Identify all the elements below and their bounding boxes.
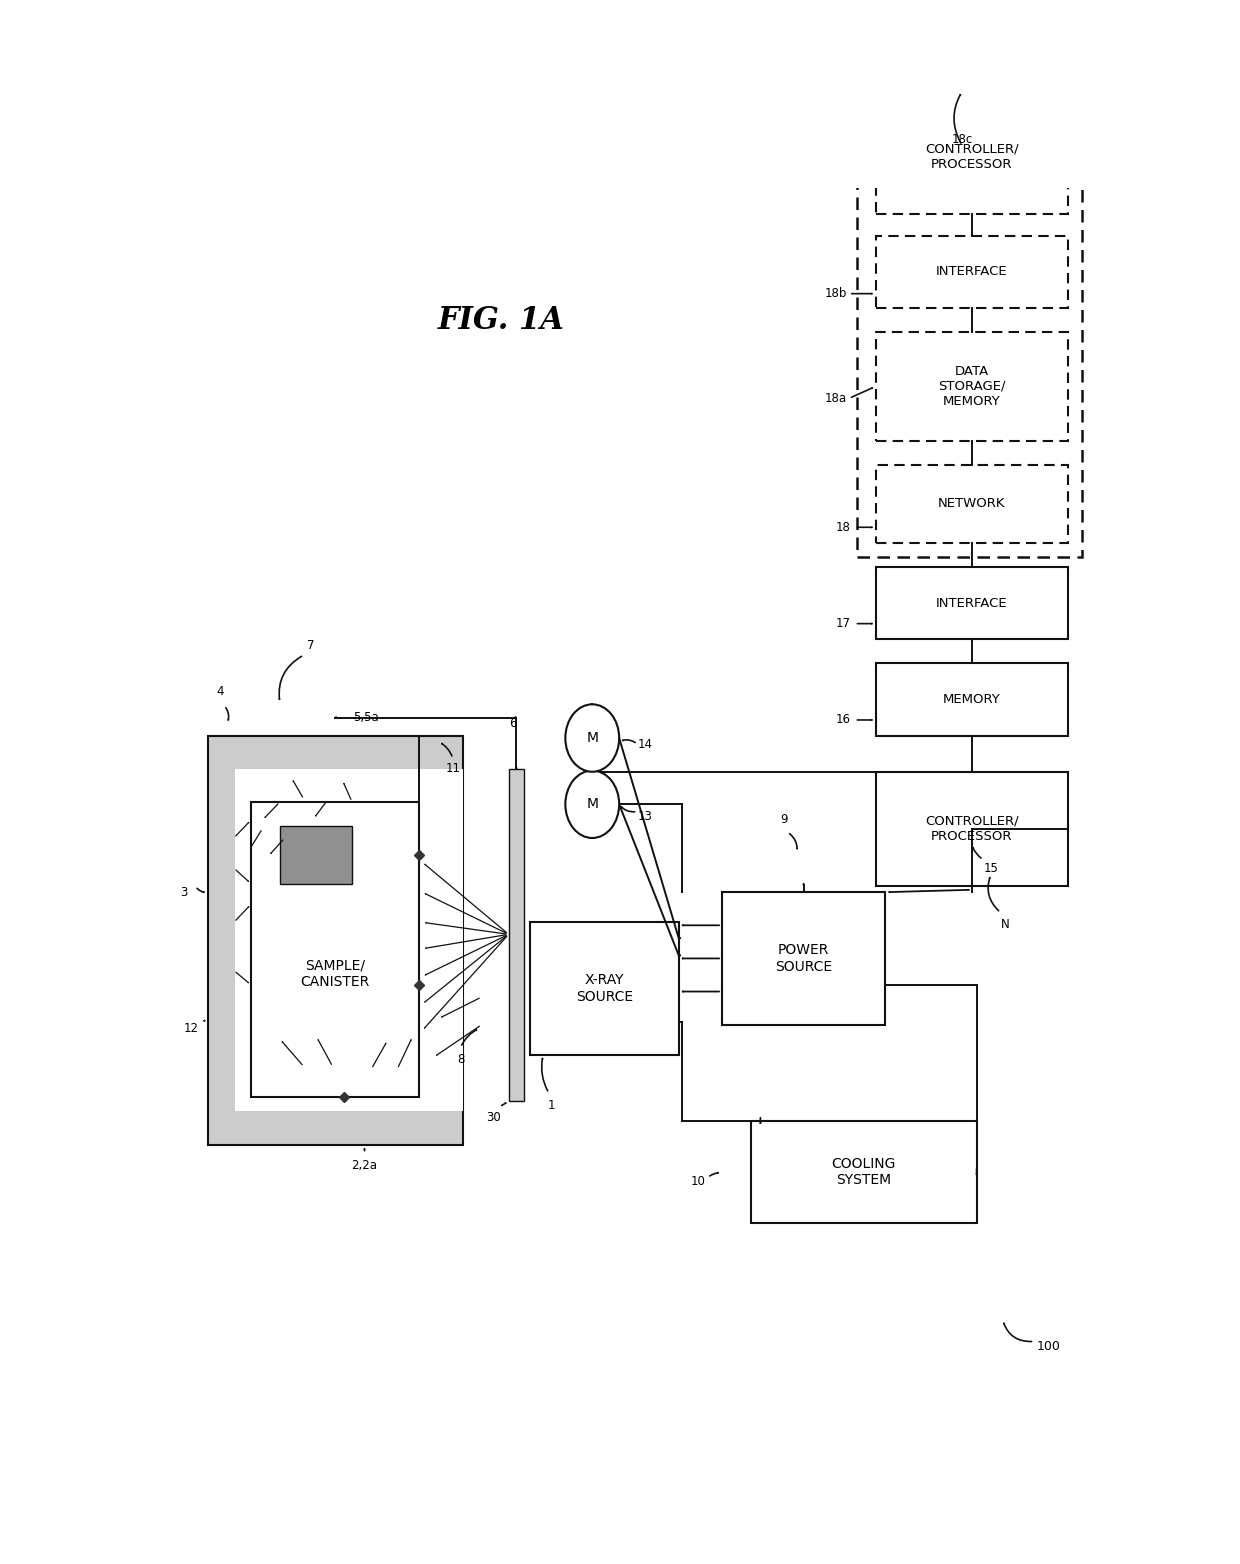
Circle shape — [565, 771, 619, 838]
Text: 18b: 18b — [825, 288, 847, 300]
Text: 2,2a: 2,2a — [351, 1159, 377, 1171]
Text: 5,5a: 5,5a — [353, 712, 379, 724]
Text: 13: 13 — [637, 810, 652, 823]
Text: MEMORY: MEMORY — [942, 693, 1001, 705]
Text: M: M — [587, 730, 598, 744]
Bar — [875, 465, 1068, 543]
Text: SAMPLE/
CANISTER: SAMPLE/ CANISTER — [300, 959, 370, 988]
Bar — [508, 769, 525, 1101]
Text: POWER
SOURCE: POWER SOURCE — [775, 943, 832, 973]
Bar — [234, 769, 463, 1112]
Text: INTERFACE: INTERFACE — [936, 596, 1008, 610]
Bar — [875, 568, 1068, 640]
Text: INTERFACE: INTERFACE — [936, 266, 1008, 278]
Bar — [857, 81, 1083, 557]
Text: 100: 100 — [1037, 1340, 1060, 1353]
Text: X-RAY
SOURCE: X-RAY SOURCE — [575, 973, 632, 1004]
Text: 7: 7 — [308, 638, 315, 652]
Bar — [250, 802, 419, 1096]
Text: 12: 12 — [184, 1021, 198, 1035]
Bar — [875, 771, 1068, 887]
Bar — [751, 1121, 977, 1223]
Text: 1: 1 — [547, 1099, 554, 1112]
Text: 9: 9 — [781, 813, 789, 826]
Text: DATA
STORAGE/
MEMORY: DATA STORAGE/ MEMORY — [939, 364, 1006, 408]
Text: 8: 8 — [456, 1053, 464, 1067]
Text: N: N — [1001, 918, 1009, 931]
Text: CONTROLLER/
PROCESSOR: CONTROLLER/ PROCESSOR — [925, 142, 1019, 170]
Bar — [529, 923, 678, 1054]
Text: COOLING
SYSTEM: COOLING SYSTEM — [832, 1157, 897, 1187]
Bar — [875, 663, 1068, 735]
Text: 4: 4 — [217, 685, 224, 698]
Text: 15: 15 — [983, 862, 998, 874]
Bar — [280, 826, 352, 884]
Circle shape — [565, 704, 619, 771]
Text: FIG. 1A: FIG. 1A — [438, 305, 564, 336]
Bar — [208, 735, 463, 1145]
Text: 16: 16 — [836, 713, 851, 726]
Text: 6: 6 — [508, 716, 516, 730]
Text: 30: 30 — [486, 1110, 501, 1125]
Text: 3: 3 — [180, 885, 187, 899]
Bar — [722, 891, 885, 1024]
Text: 14: 14 — [637, 738, 652, 751]
Text: 17: 17 — [836, 618, 851, 630]
Bar — [875, 236, 1068, 308]
Text: 18: 18 — [836, 521, 851, 533]
Bar — [875, 100, 1068, 214]
Text: 18a: 18a — [825, 393, 847, 405]
Text: NETWORK: NETWORK — [939, 497, 1006, 510]
Text: 11: 11 — [445, 762, 460, 774]
Text: M: M — [587, 798, 598, 812]
Text: CONTROLLER/
PROCESSOR: CONTROLLER/ PROCESSOR — [925, 815, 1019, 843]
Text: 18c: 18c — [951, 133, 973, 145]
Bar — [875, 332, 1068, 441]
Text: 10: 10 — [691, 1175, 706, 1187]
